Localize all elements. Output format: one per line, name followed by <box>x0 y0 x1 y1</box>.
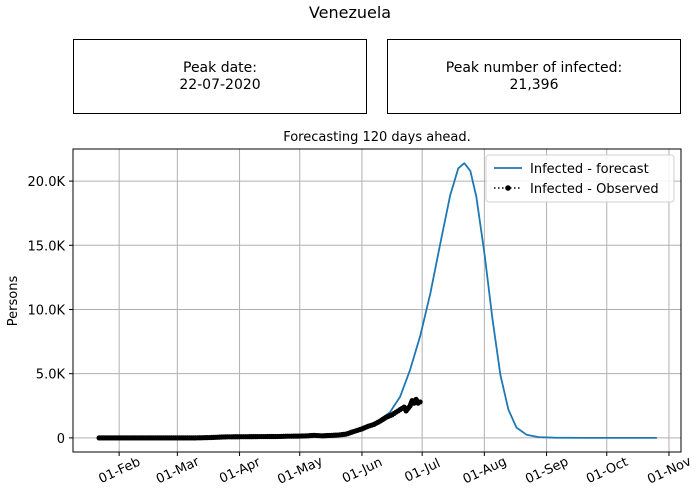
legend-observed-marker <box>505 185 511 191</box>
peak-infected-label: Peak number of infected: <box>445 59 623 76</box>
peak-infected-value: 21,396 <box>509 76 559 93</box>
axis-ticks: 01-Feb 01-Mar 01-Apr 01-May 01-Jun 01-Jul 01-A… <box>28 175 695 488</box>
x-tick-label: 01-Apr <box>217 455 263 487</box>
x-tick-label: 01-May <box>275 454 325 488</box>
peak-date-value: 22-07-2020 <box>179 76 261 93</box>
legend-box <box>485 154 675 203</box>
y-tick-label: 20.0K <box>28 175 66 190</box>
x-tick-label: 01-Jun <box>340 455 385 486</box>
plot-area-border <box>72 148 682 453</box>
x-tick-label: 01-Oct <box>584 455 630 487</box>
peak-date-box: Peak date: 22-07-2020 <box>73 39 367 114</box>
y-tick-label: 15.0K <box>28 239 66 254</box>
series-observed-line <box>99 397 421 439</box>
y-tick-label: 5.0K <box>36 368 66 383</box>
legend-label: Infected - Observed <box>530 182 659 197</box>
x-tick-label: 01-Nov <box>645 454 694 487</box>
series-layer <box>96 162 657 441</box>
y-axis-label: Persons <box>6 276 21 327</box>
legend: Infected - forecast Infected - Observed <box>485 154 675 203</box>
x-tick-label: 01-Mar <box>154 454 202 487</box>
x-tick-label: 01-Feb <box>96 455 142 487</box>
observed-point <box>417 399 423 405</box>
series-forecast-line <box>99 162 657 439</box>
y-tick-label: 10.0K <box>28 303 66 318</box>
figure-title: Venezuela <box>308 3 392 22</box>
y-tick-label: 0 <box>57 432 65 447</box>
legend-label: Infected - forecast <box>530 162 649 177</box>
peak-date-label: Peak date: <box>183 59 257 76</box>
x-tick-label: 01-Jul <box>402 456 442 486</box>
chart-title: Forecasting 120 days ahead. <box>283 130 471 145</box>
peak-infected-box: Peak number of infected: 21,396 <box>387 39 681 114</box>
x-tick-label: 01-Aug <box>461 454 509 487</box>
x-tick-label: 01-Sep <box>523 454 571 487</box>
